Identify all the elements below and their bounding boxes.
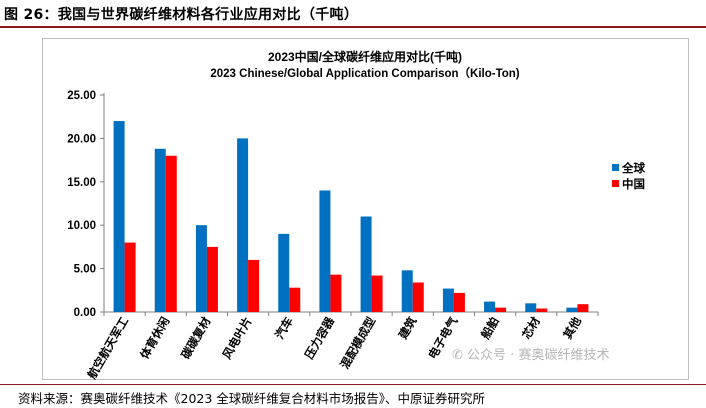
bar-global-7 <box>401 270 413 312</box>
legend-label-0: 全球 <box>621 161 645 175</box>
x-category-label: 压力容器 <box>302 314 337 361</box>
wechat-icon: ✆ <box>452 348 463 363</box>
bar-china-1 <box>165 155 177 312</box>
bar-global-2 <box>195 225 207 312</box>
bar-china-3 <box>248 259 260 312</box>
watermark: ✆ 公众号 · 赛奥碳纤维技术 <box>452 344 609 363</box>
bar-china-7 <box>412 282 424 312</box>
bar-china-2 <box>206 246 218 312</box>
x-category-label: 其他 <box>560 314 584 341</box>
bar-china-10 <box>536 308 548 312</box>
legend-swatch-0 <box>612 164 619 171</box>
bar-china-6 <box>371 275 383 312</box>
bar-global-6 <box>360 216 372 312</box>
bar-global-4 <box>278 233 290 312</box>
watermark-text: 公众号 · 赛奥碳纤维技术 <box>467 348 610 363</box>
y-tick-label: 25.00 <box>67 90 96 102</box>
y-tick-label: 15.00 <box>67 177 96 189</box>
chart-frame <box>42 38 689 380</box>
x-category-label: 碳碳复材 <box>178 314 213 361</box>
x-category-label: 建筑 <box>396 314 420 341</box>
legend-swatch-1 <box>612 180 619 187</box>
bar-global-1 <box>154 148 166 312</box>
bar-china-4 <box>289 287 301 312</box>
source-rule <box>0 384 706 385</box>
x-category-label: 芯材 <box>519 314 543 341</box>
bar-global-5 <box>319 190 331 312</box>
bar-global-3 <box>237 138 249 312</box>
bar-china-11 <box>577 304 589 312</box>
bar-china-9 <box>495 307 507 312</box>
y-tick-label: 20.00 <box>67 133 96 145</box>
chart-title: 2023中国/全球碳纤维应用对比(千吨) <box>268 49 462 64</box>
bar-global-8 <box>442 288 454 312</box>
x-category-label: 汽车 <box>272 314 296 341</box>
chart-subtitle: 2023 Chinese/Global Application Comparis… <box>210 66 519 80</box>
x-category-label: 体育休闲 <box>137 315 172 362</box>
bar-china-5 <box>330 274 342 312</box>
x-category-label: 混配模成型 <box>337 314 378 371</box>
title-rule <box>0 26 706 28</box>
bar-global-9 <box>484 301 496 312</box>
legend-label-1: 中国 <box>622 177 645 191</box>
y-tick-label: 0.00 <box>74 307 96 319</box>
bar-global-0 <box>113 121 125 312</box>
bar-china-8 <box>453 292 465 312</box>
y-tick-label: 10.00 <box>67 220 96 232</box>
figure-title: 图 26：我国与世界碳纤维材料各行业应用对比（千吨） <box>4 7 359 23</box>
y-tick-label: 5.00 <box>74 264 96 276</box>
bar-china-0 <box>124 242 136 312</box>
bar-global-11 <box>566 307 578 312</box>
x-category-label: 船舶 <box>478 315 502 342</box>
x-category-label: 航空航天军工 <box>85 314 132 381</box>
source-note: 资料来源：赛奥碳纤维技术《2023 全球碳纤维复合材料市场报告》、中原证券研究所 <box>18 391 486 406</box>
bar-global-10 <box>525 303 537 312</box>
x-category-label: 风电叶片 <box>220 315 255 362</box>
